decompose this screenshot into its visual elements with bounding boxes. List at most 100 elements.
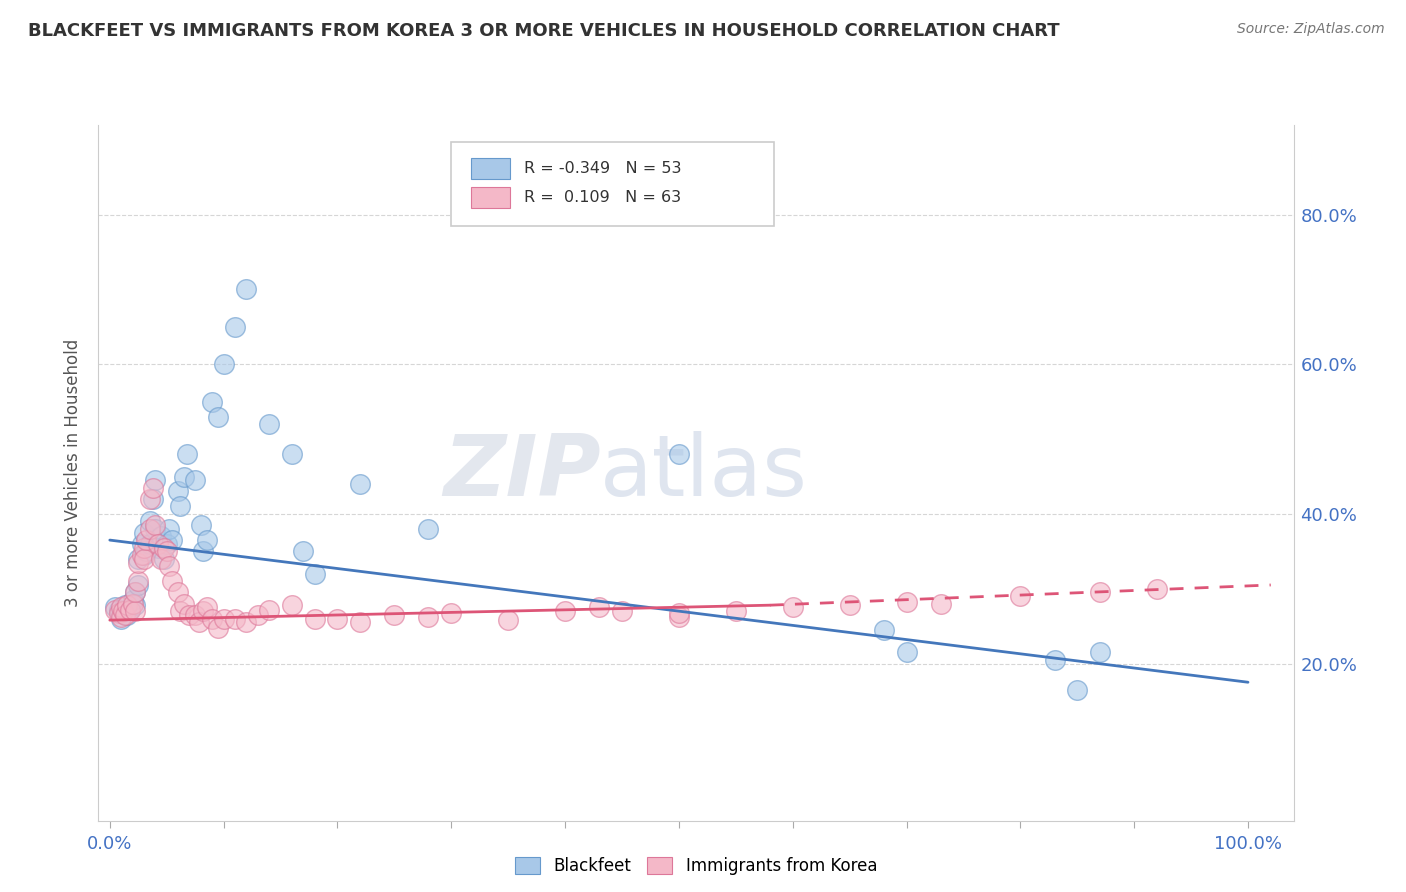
- Point: [201, 612, 224, 626]
- FancyBboxPatch shape: [471, 187, 509, 209]
- Point: [120, 602, 142, 616]
- Point: [1043, 653, 1066, 667]
- Point: [184, 607, 207, 622]
- Point: [114, 598, 136, 612]
- Point: [281, 447, 304, 461]
- Point: [173, 597, 195, 611]
- Text: R =  0.109   N = 63: R = 0.109 N = 63: [524, 190, 681, 205]
- Point: [212, 357, 235, 371]
- FancyBboxPatch shape: [471, 158, 509, 179]
- Point: [326, 612, 349, 626]
- Point: [173, 469, 195, 483]
- Point: [156, 537, 179, 551]
- Point: [127, 578, 149, 592]
- Text: atlas: atlas: [600, 431, 808, 515]
- Point: [418, 522, 440, 536]
- Point: [131, 548, 153, 562]
- Point: [195, 533, 218, 547]
- Point: [235, 283, 257, 297]
- Point: [108, 602, 131, 616]
- Point: [207, 409, 229, 424]
- Text: ZIP: ZIP: [443, 431, 600, 515]
- Point: [138, 522, 160, 536]
- Point: [124, 585, 146, 599]
- Point: [292, 544, 315, 558]
- Point: [349, 615, 371, 630]
- Point: [201, 394, 224, 409]
- Point: [212, 612, 235, 626]
- Point: [121, 593, 143, 607]
- Point: [132, 541, 155, 555]
- Point: [108, 606, 131, 620]
- Point: [162, 574, 184, 589]
- Point: [135, 544, 157, 558]
- Point: [150, 551, 173, 566]
- Point: [668, 447, 690, 461]
- Legend: Blackfeet, Immigrants from Korea: Blackfeet, Immigrants from Korea: [508, 850, 884, 882]
- Point: [668, 606, 690, 620]
- Point: [1066, 682, 1088, 697]
- Point: [114, 607, 136, 622]
- Point: [127, 574, 149, 589]
- Point: [132, 525, 155, 540]
- Point: [127, 551, 149, 566]
- Point: [496, 613, 519, 627]
- Point: [110, 606, 132, 620]
- Point: [187, 615, 209, 630]
- Point: [1088, 645, 1111, 659]
- Point: [135, 533, 157, 547]
- Point: [124, 604, 146, 618]
- Point: [554, 604, 576, 618]
- Point: [104, 602, 127, 616]
- Point: [873, 623, 896, 637]
- Point: [132, 551, 155, 566]
- Point: [127, 556, 149, 570]
- Y-axis label: 3 or more Vehicles in Household: 3 or more Vehicles in Household: [65, 339, 83, 607]
- Point: [1146, 582, 1168, 596]
- Point: [138, 491, 160, 506]
- Point: [224, 612, 246, 626]
- Point: [169, 500, 191, 514]
- Point: [257, 602, 280, 616]
- Point: [418, 610, 440, 624]
- Point: [124, 585, 146, 599]
- Point: [304, 612, 326, 626]
- Point: [115, 607, 138, 622]
- Point: [610, 604, 633, 618]
- Point: [167, 585, 190, 599]
- Point: [143, 518, 166, 533]
- Point: [207, 621, 229, 635]
- Point: [162, 533, 184, 547]
- Point: [668, 610, 690, 624]
- Point: [143, 473, 166, 487]
- Point: [838, 598, 860, 612]
- Point: [1010, 589, 1032, 603]
- Point: [588, 600, 610, 615]
- Point: [146, 541, 169, 555]
- Point: [235, 615, 257, 630]
- Point: [246, 607, 269, 622]
- Point: [257, 417, 280, 431]
- Point: [281, 598, 304, 612]
- Point: [304, 566, 326, 581]
- Point: [138, 515, 160, 529]
- Point: [142, 491, 165, 506]
- Point: [142, 481, 165, 495]
- Point: [157, 559, 180, 574]
- Point: [143, 522, 166, 536]
- Point: [110, 600, 132, 615]
- Point: [132, 548, 155, 562]
- Point: [157, 522, 180, 536]
- Point: [724, 604, 747, 618]
- Point: [150, 529, 173, 543]
- Point: [195, 600, 218, 615]
- Point: [167, 484, 190, 499]
- Point: [104, 600, 127, 615]
- Point: [896, 645, 918, 659]
- Text: Source: ZipAtlas.com: Source: ZipAtlas.com: [1237, 22, 1385, 37]
- Text: R = -0.349   N = 53: R = -0.349 N = 53: [524, 161, 682, 177]
- Point: [131, 537, 153, 551]
- Point: [191, 604, 214, 618]
- Point: [138, 537, 160, 551]
- Point: [110, 612, 132, 626]
